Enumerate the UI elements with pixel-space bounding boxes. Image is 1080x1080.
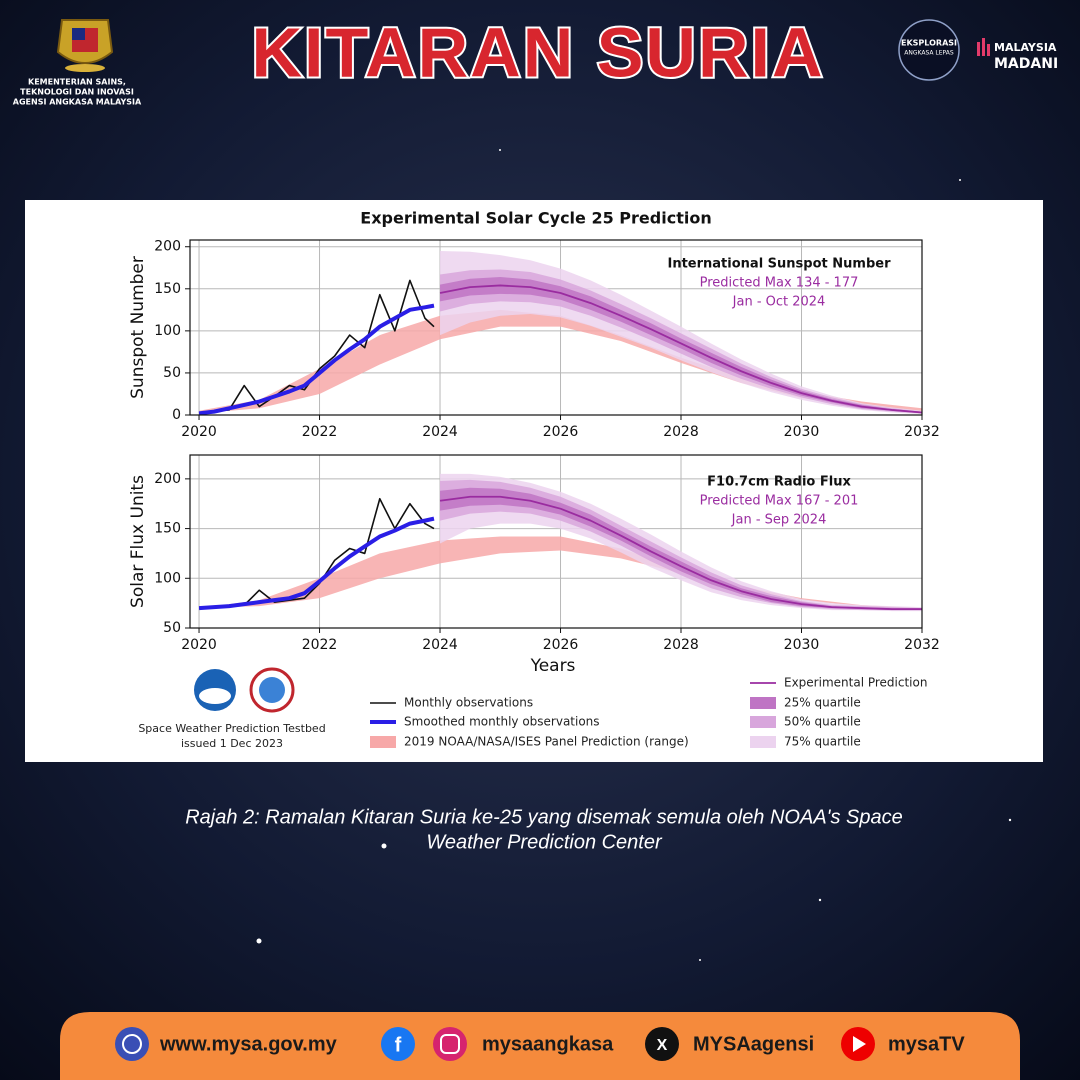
x-tick-label: 2032 bbox=[904, 424, 940, 440]
annotation: Jan - Oct 2024 bbox=[732, 295, 826, 310]
legend-label: 25% quartile bbox=[784, 696, 861, 710]
legend-label: Experimental Prediction bbox=[784, 676, 927, 690]
x-tick-label: 2028 bbox=[663, 424, 699, 440]
website[interactable]: www.mysa.gov.my bbox=[159, 1033, 338, 1055]
ministry-line: KEMENTERIAN SAINS, bbox=[28, 78, 126, 87]
madani-logo: MALAYSIA MADANI bbox=[977, 38, 1058, 72]
mission-logo: EKSPLORASI ANGKASA LEPAS bbox=[898, 19, 960, 81]
x-tick-label: 2030 bbox=[784, 424, 820, 440]
band bbox=[199, 536, 922, 610]
x-tick-label: 2026 bbox=[543, 424, 579, 440]
instagram-icon-glyph bbox=[440, 1034, 460, 1054]
y-tick-label: 150 bbox=[154, 521, 181, 537]
legend-label: 75% quartile bbox=[784, 735, 861, 749]
legend-swatch bbox=[370, 736, 396, 748]
youtube-handle[interactable]: mysaTV bbox=[888, 1033, 965, 1055]
legend-label: 2019 NOAA/NASA/ISES Panel Prediction (ra… bbox=[404, 735, 689, 749]
youtube-icon-glyph bbox=[853, 1036, 866, 1052]
ministry-line: AGENSI ANGKASA MALAYSIA bbox=[13, 98, 142, 107]
x-tick-label: 2022 bbox=[302, 424, 338, 440]
y-axis-label: Sunspot Number bbox=[128, 256, 148, 399]
legend-label: Monthly observations bbox=[404, 696, 533, 710]
logo-text: EKSPLORASI bbox=[901, 39, 957, 48]
x-tick-label: 2028 bbox=[663, 637, 699, 653]
madani-text: MALAYSIA bbox=[994, 41, 1057, 54]
series-line bbox=[198, 303, 435, 416]
y-tick-label: 200 bbox=[154, 471, 181, 487]
y-tick-label: 150 bbox=[154, 281, 181, 297]
legend-swatch bbox=[750, 736, 776, 748]
footer-bar bbox=[60, 1012, 1020, 1080]
credit-text: issued 1 Dec 2023 bbox=[181, 737, 283, 750]
y-tick-label: 100 bbox=[154, 570, 181, 586]
caption: Rajah 2: Ramalan Kitaran Suria ke-25 yan… bbox=[185, 806, 903, 828]
charts: 0 50 100 150 200 2020 2022 2024 2026 2028 2030 2032… bbox=[128, 209, 940, 749]
facebook-icon-glyph: f bbox=[395, 1034, 402, 1056]
legend-swatch bbox=[750, 697, 776, 709]
y-tick-label: 50 bbox=[163, 620, 181, 636]
annotation: F10.7cm Radio Flux bbox=[707, 475, 851, 490]
madani-text: MADANI bbox=[994, 56, 1058, 72]
x-tick-label: 2020 bbox=[181, 637, 217, 653]
caption: Weather Prediction Center bbox=[426, 831, 663, 853]
y-axis-label: Solar Flux Units bbox=[128, 475, 148, 608]
y-tick-label: 100 bbox=[154, 323, 181, 339]
ministry-logo bbox=[56, 19, 114, 72]
x-tick-label: 2020 bbox=[181, 424, 217, 440]
x-handle[interactable]: MYSAagensi bbox=[693, 1033, 814, 1055]
credit-text: Space Weather Prediction Testbed bbox=[138, 722, 325, 735]
ministry-line: TEKNOLOGI DAN INOVASI bbox=[20, 88, 134, 97]
band bbox=[440, 487, 922, 611]
legend-swatch bbox=[750, 716, 776, 728]
annotation: Predicted Max 134 - 177 bbox=[700, 276, 859, 291]
logo-text: ANGKASA LEPAS bbox=[904, 50, 954, 57]
plot-frame bbox=[189, 454, 923, 629]
instagram-handle[interactable]: mysaangkasa bbox=[482, 1033, 614, 1055]
web-icon bbox=[122, 1034, 142, 1054]
plot-frame bbox=[189, 239, 923, 416]
web-icon bbox=[115, 1027, 149, 1061]
y-tick-label: 200 bbox=[154, 239, 181, 255]
y-tick-label: 50 bbox=[163, 365, 181, 381]
x-tick-label: 2024 bbox=[422, 424, 458, 440]
chart-title: Experimental Solar Cycle 25 Prediction bbox=[360, 209, 711, 228]
agency-logos bbox=[194, 667, 295, 713]
page-title: KITARAN SURIA bbox=[251, 13, 824, 91]
legend-label: Smoothed monthly observations bbox=[404, 715, 600, 729]
x-axis-label: Years bbox=[530, 656, 576, 676]
x-icon[interactable] bbox=[645, 1027, 679, 1061]
band bbox=[199, 309, 922, 414]
x-tick-label: 2032 bbox=[904, 637, 940, 653]
legend-label: 50% quartile bbox=[784, 715, 861, 729]
annotation: Predicted Max 167 - 201 bbox=[700, 494, 859, 509]
x-tick-label: 2026 bbox=[543, 637, 579, 653]
band bbox=[440, 277, 922, 414]
annotation: Jan - Sep 2024 bbox=[731, 513, 827, 528]
x-tick-label: 2022 bbox=[302, 637, 338, 653]
x-tick-label: 2024 bbox=[422, 637, 458, 653]
x-icon-glyph: X bbox=[657, 1037, 668, 1054]
series-line bbox=[439, 495, 922, 611]
annotation: International Sunspot Number bbox=[668, 257, 892, 272]
facebook-icon[interactable] bbox=[381, 1027, 415, 1061]
x-tick-label: 2030 bbox=[784, 637, 820, 653]
series-line bbox=[198, 516, 435, 611]
series-line bbox=[439, 284, 923, 414]
y-tick-label: 0 bbox=[172, 407, 181, 423]
instagram-icon[interactable] bbox=[433, 1027, 467, 1061]
